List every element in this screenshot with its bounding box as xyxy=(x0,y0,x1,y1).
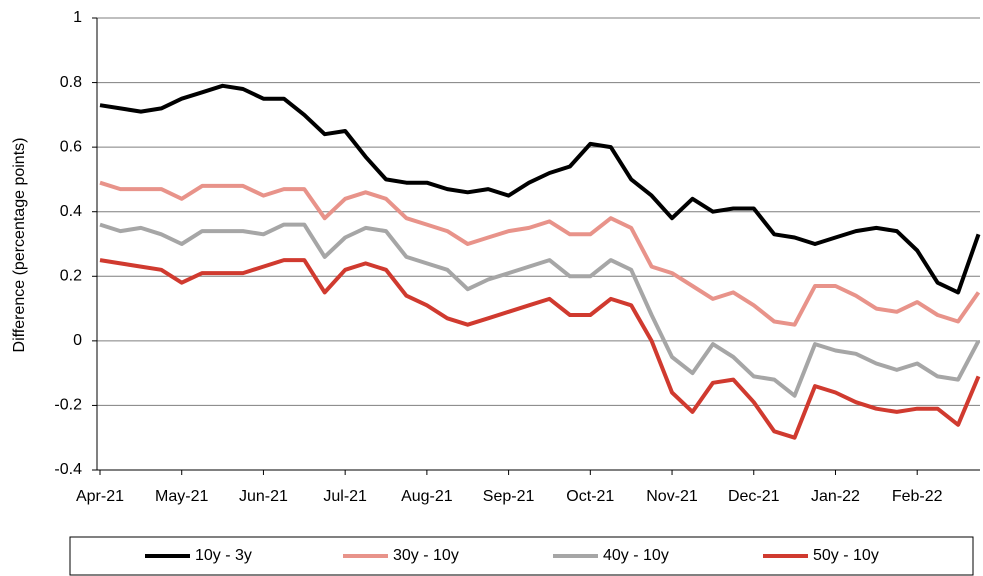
x-tick-label: Dec-21 xyxy=(728,488,780,505)
x-tick-label: Jan-22 xyxy=(811,488,860,505)
y-tick-label: 0.8 xyxy=(60,74,82,91)
x-tick-label: Apr-21 xyxy=(76,488,124,505)
legend-box xyxy=(69,536,974,576)
x-tick-label: Oct-21 xyxy=(566,488,614,505)
x-tick-label: Aug-21 xyxy=(401,488,453,505)
series-line xyxy=(99,83,981,295)
legend-label: 50y - 10y xyxy=(813,547,879,564)
y-tick-label: 0.6 xyxy=(60,138,82,155)
y-tick-label: 0 xyxy=(73,332,82,349)
y-tick-label: 0.4 xyxy=(60,203,82,220)
y-tick-label: -0.2 xyxy=(54,397,82,414)
x-tick-label: Jun-21 xyxy=(239,488,288,505)
legend-label: 40y - 10y xyxy=(603,547,669,564)
x-tick-label: May-21 xyxy=(155,488,208,505)
x-tick-label: Sep-21 xyxy=(483,488,535,505)
series-line xyxy=(99,180,981,327)
y-axis-title: Difference (percentage points) xyxy=(11,138,28,353)
y-tick-label: 1 xyxy=(73,9,82,26)
legend-label: 10y - 3y xyxy=(195,547,252,564)
series-line xyxy=(99,222,981,398)
x-tick-label: Jul-21 xyxy=(323,488,367,505)
series-line xyxy=(99,258,981,440)
y-tick-label: 0.2 xyxy=(60,268,82,285)
legend-label: 30y - 10y xyxy=(393,547,459,564)
x-tick-label: Nov-21 xyxy=(646,488,698,505)
x-tick-label: Feb-22 xyxy=(892,488,943,505)
y-tick-label: -0.4 xyxy=(54,461,82,478)
